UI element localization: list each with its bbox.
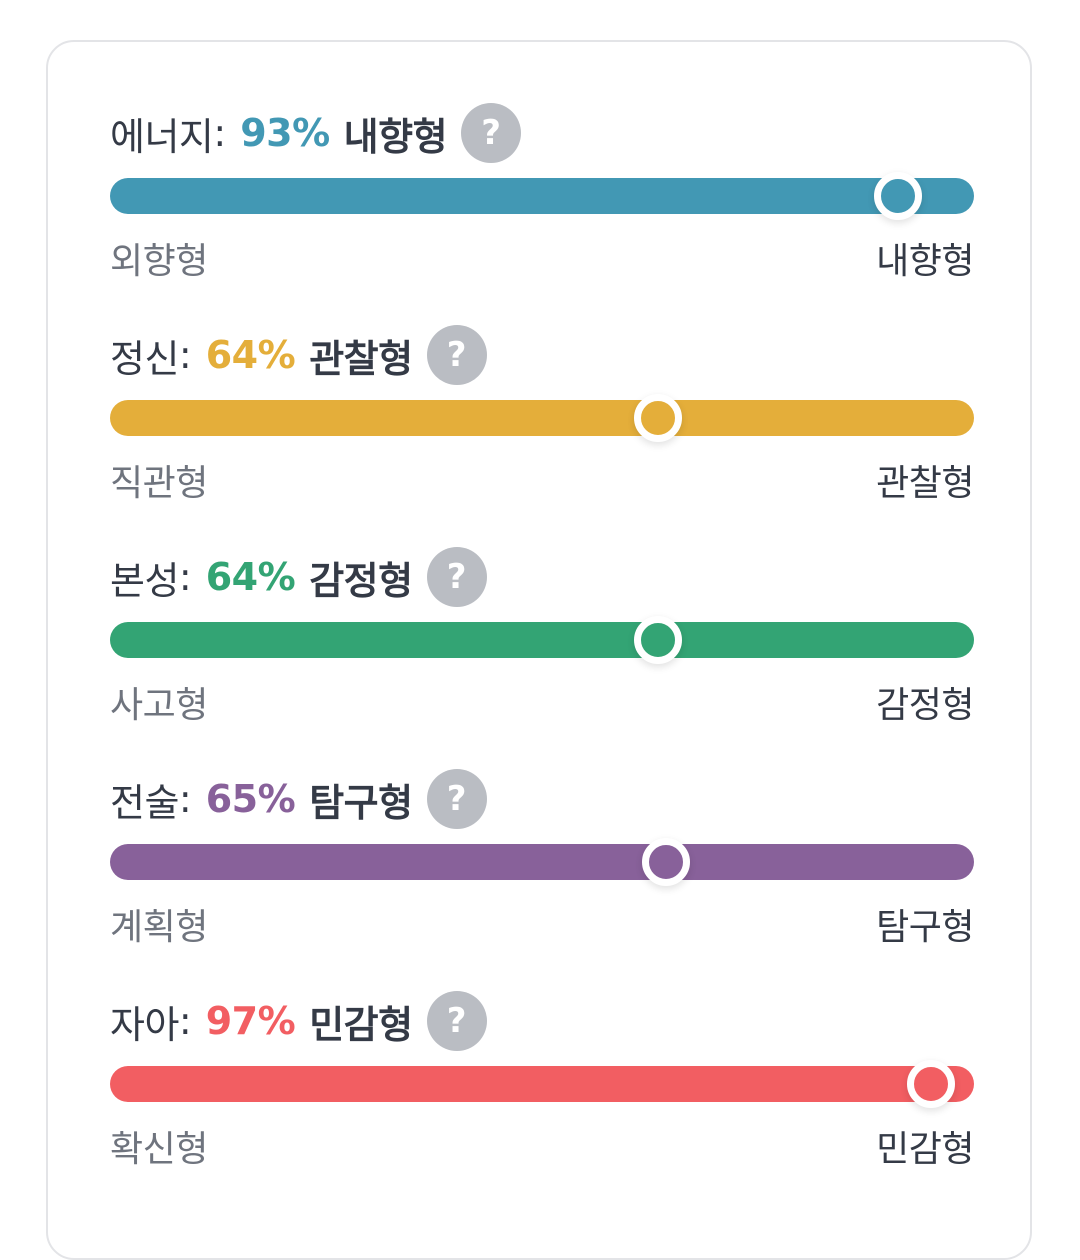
trait-result: 관찰형 xyxy=(309,336,413,381)
trait-left-pole: 확신형 xyxy=(110,1129,208,1170)
trait-label: 전술 xyxy=(110,780,179,825)
question-mark-icon[interactable]: ? xyxy=(426,991,487,1051)
trait-label: 정신 xyxy=(110,336,179,381)
trait-colon: : xyxy=(178,555,192,599)
trait-slider-thumb[interactable] xyxy=(633,616,682,664)
trait-slider-track xyxy=(110,1060,974,1108)
trait-right-pole: 감정형 xyxy=(876,685,974,726)
trait-header: 자아 : 97% 민감형 ? xyxy=(110,990,487,1052)
trait-right-pole: 탐구형 xyxy=(876,907,974,948)
trait-left-pole: 계획형 xyxy=(110,907,208,948)
trait-left-pole: 직관형 xyxy=(110,463,208,504)
question-mark-icon[interactable]: ? xyxy=(461,103,522,163)
trait-left-pole: 사고형 xyxy=(110,685,208,726)
trait-right-pole: 내향형 xyxy=(876,241,974,282)
trait-percent: 93% xyxy=(240,111,330,155)
trait-percent: 65% xyxy=(205,777,296,821)
trait-header: 에너지 : 93% 내향형 ? xyxy=(110,102,522,164)
trait-slider-track xyxy=(110,838,974,886)
trait-percent: 64% xyxy=(205,555,296,599)
trait-result: 내향형 xyxy=(343,114,448,159)
trait-left-pole: 외향형 xyxy=(110,241,208,282)
question-mark-icon[interactable]: ? xyxy=(426,769,487,829)
personality-traits-card: 에너지 : 93% 내향형 ? 외향형 내향형 정신 : 64% 관찰형 ? 직… xyxy=(46,40,1032,1260)
trait-header: 정신 : 64% 관찰형 ? xyxy=(110,324,487,386)
trait-slider-thumb[interactable] xyxy=(642,838,691,886)
trait-tactics: 전술 : 65% 탐구형 ? 계획형 탐구형 xyxy=(110,768,974,948)
trait-slider-thumb[interactable] xyxy=(633,394,682,442)
trait-percent: 97% xyxy=(205,999,296,1043)
trait-slider-thumb[interactable] xyxy=(874,172,923,220)
trait-slider-track xyxy=(110,172,974,220)
trait-slider-track xyxy=(110,394,974,442)
trait-energy: 에너지 : 93% 내향형 ? 외향형 내향형 xyxy=(110,102,974,282)
trait-result: 감정형 xyxy=(309,558,413,603)
trait-colon: : xyxy=(178,333,192,377)
trait-colon: : xyxy=(178,777,192,821)
trait-header: 전술 : 65% 탐구형 ? xyxy=(110,768,487,830)
trait-slider-thumb[interactable] xyxy=(907,1060,956,1108)
trait-result: 민감형 xyxy=(309,1002,413,1047)
trait-right-pole: 민감형 xyxy=(876,1129,974,1170)
trait-result: 탐구형 xyxy=(309,780,413,825)
trait-label: 본성 xyxy=(110,558,179,603)
trait-label: 에너지 xyxy=(110,114,214,159)
trait-header: 본성 : 64% 감정형 ? xyxy=(110,546,487,608)
trait-nature: 본성 : 64% 감정형 ? 사고형 감정형 xyxy=(110,546,974,726)
trait-mind: 정신 : 64% 관찰형 ? 직관형 관찰형 xyxy=(110,324,974,504)
trait-identity: 자아 : 97% 민감형 ? 확신형 민감형 xyxy=(110,990,974,1170)
trait-right-pole: 관찰형 xyxy=(876,463,974,504)
trait-colon: : xyxy=(178,999,192,1043)
question-mark-icon[interactable]: ? xyxy=(426,325,487,385)
trait-label: 자아 xyxy=(110,1002,179,1047)
question-mark-icon[interactable]: ? xyxy=(426,547,487,607)
trait-percent: 64% xyxy=(205,333,296,377)
trait-slider-track xyxy=(110,616,974,664)
trait-colon: : xyxy=(213,111,227,155)
